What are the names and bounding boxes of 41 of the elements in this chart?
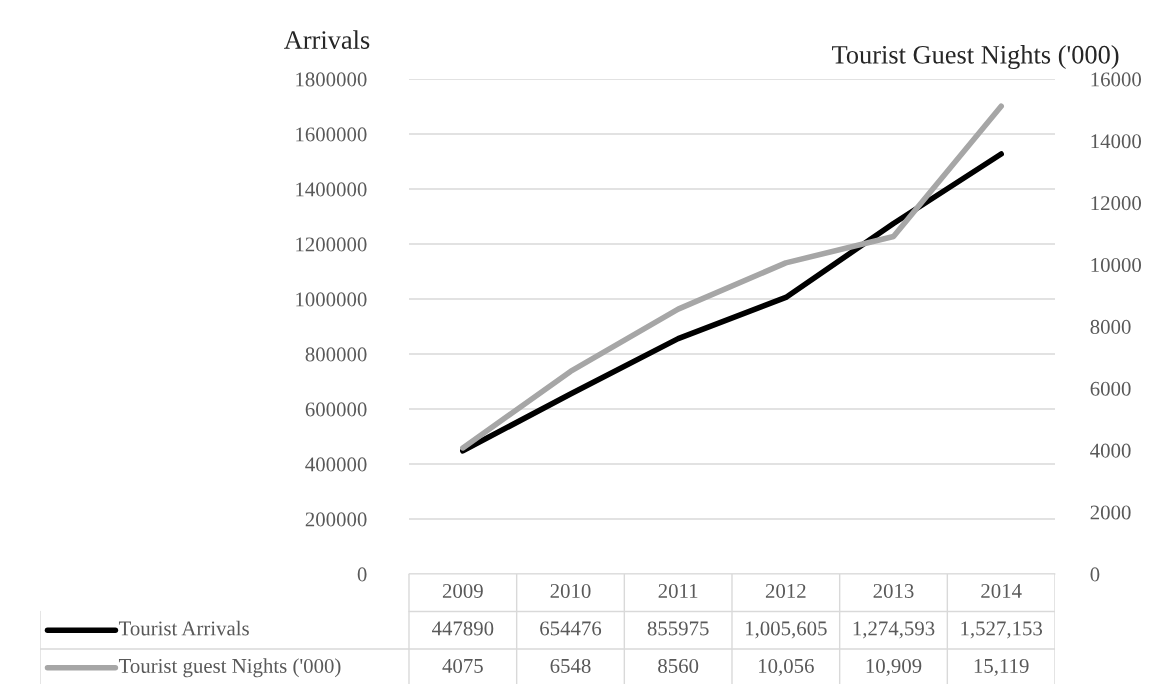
legend-label: Tourist guest Nights ('000): [118, 658, 341, 678]
data-label: 447890: [431, 621, 494, 636]
legend-label: Tourist Arrivals: [118, 620, 249, 636]
data-label: 8560: [658, 658, 699, 673]
data-label: 15,119: [974, 658, 1029, 676]
y-tick-label: 200000: [305, 512, 367, 527]
x-tick-label: 2014: [981, 583, 1022, 598]
y-tick-label: 800000: [305, 347, 367, 362]
y2-tick-label: 14000: [1091, 134, 1142, 149]
y2-tick-label: 4000: [1090, 443, 1131, 458]
y-tick-label: 1000000: [296, 292, 367, 307]
data-label: 855975: [647, 621, 709, 636]
data-label: 10,909: [866, 658, 922, 676]
y2-axis-title: Tourist Guest Nights ('000): [832, 45, 1119, 70]
x-tick-label: 2010: [550, 583, 591, 598]
data-label: 1,274,593: [853, 621, 935, 639]
data-label: 1,005,605: [746, 621, 827, 639]
y2-tick-label: 2000: [1090, 505, 1131, 520]
data-label: 654476: [540, 621, 602, 636]
y-axis-title: Arrivals: [284, 30, 370, 49]
y2-tick-label: 0: [1090, 567, 1100, 582]
y-tick-label: 600000: [305, 402, 367, 417]
y2-tick-label: 6000: [1090, 381, 1131, 396]
data-label: 1,527,153: [961, 621, 1043, 639]
y-tick-label: 1600000: [296, 127, 367, 142]
x-tick-label: 2013: [873, 583, 914, 598]
data-label: 4075: [442, 658, 483, 673]
x-tick-label: 2009: [442, 583, 483, 598]
y-tick-label: 1800000: [296, 72, 367, 87]
data-label: 10,056: [759, 658, 814, 676]
y-tick-label: 1200000: [296, 237, 367, 252]
y2-tick-label: 8000: [1090, 319, 1131, 334]
y-tick-label: 1400000: [296, 182, 367, 197]
data-label: 6548: [550, 658, 591, 673]
y2-tick-label: 16000: [1091, 72, 1142, 87]
y-tick-label: 0: [357, 567, 367, 582]
y2-tick-label: 10000: [1091, 258, 1142, 273]
x-tick-label: 2012: [765, 583, 806, 598]
y-tick-label: 400000: [305, 457, 367, 472]
y2-tick-label: 12000: [1091, 196, 1142, 211]
x-tick-label: 2011: [658, 583, 698, 598]
